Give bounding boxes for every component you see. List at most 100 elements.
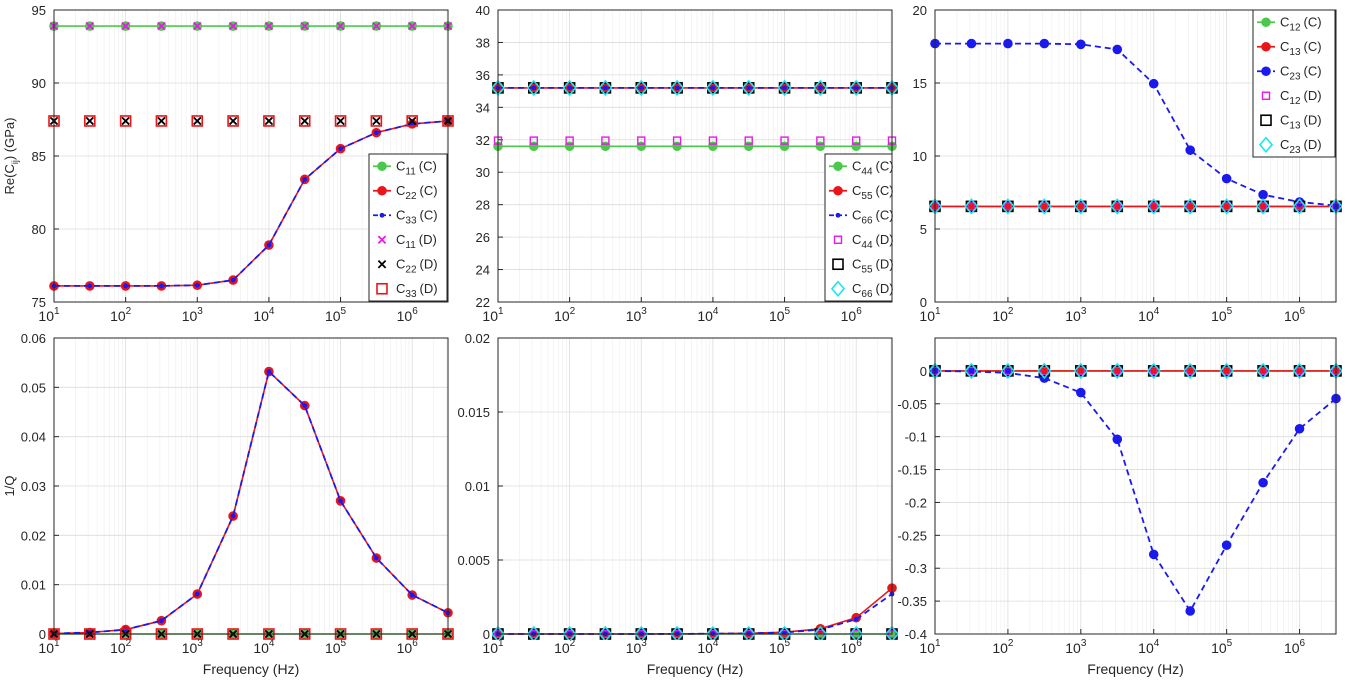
series-line [54, 120, 449, 287]
x-tick-exponent: 3 [641, 306, 647, 317]
diamond-marker [598, 79, 613, 97]
x-tick-label: 104 [697, 306, 719, 324]
x-tick-exponent: 2 [126, 306, 132, 317]
y-tick-label: 34 [476, 100, 490, 115]
dot-marker [853, 616, 859, 622]
diamond-marker [1183, 198, 1198, 215]
x-tick-label: 103 [1065, 306, 1087, 324]
x-marker [193, 116, 202, 126]
series-2 [493, 83, 897, 93]
legend-label-subscript: 33 [405, 215, 417, 226]
small-square-marker [1003, 366, 1013, 376]
y-tick-label: -0.25 [897, 528, 927, 543]
y-tick-label: 28 [476, 198, 490, 213]
legend-label-subscript: 13 [1289, 47, 1301, 58]
diamond-marker [670, 79, 685, 97]
y-tick-label: 32 [476, 133, 490, 148]
x-tick-exponent: 6 [1300, 638, 1306, 649]
x-marker [336, 21, 345, 31]
circle-marker [377, 185, 387, 196]
small-square-marker [1258, 366, 1268, 376]
x-tick-label: 102 [992, 306, 1014, 324]
y-tick-label: 0 [39, 627, 46, 642]
legend-label-subscript: 22 [405, 264, 417, 275]
small-square-marker [1040, 366, 1049, 376]
dot-marker [159, 618, 164, 624]
y-axis-label-subscript: ij [10, 160, 20, 164]
diamond-marker [526, 625, 541, 640]
diamond-marker [964, 362, 979, 380]
x-tick-label: 106 [841, 638, 863, 656]
y-tick-label: 20 [913, 3, 927, 18]
diamond-marker [830, 280, 846, 297]
dot-marker [782, 85, 787, 91]
dot-marker [123, 283, 129, 289]
y-tick-label: -0.05 [897, 397, 927, 412]
dot-marker [567, 85, 573, 91]
data-layer [48, 21, 454, 291]
panel-5: 101 102 103 104 105 10600.0050.010.0150.02Fre… [457, 331, 898, 677]
y-tick-label: 0.06 [21, 331, 46, 346]
x-tick-exponent: 4 [269, 638, 275, 649]
square-marker [191, 115, 204, 127]
dot-marker [710, 85, 716, 91]
square-marker [1260, 114, 1272, 127]
x-tick-label: 102 [992, 638, 1014, 656]
series-6 [492, 625, 898, 640]
circle-marker [966, 38, 977, 49]
circle-marker [1003, 38, 1013, 49]
small-square-marker [529, 136, 538, 145]
x-axis-label: Frequency (Hz) [203, 661, 299, 677]
x-marker [264, 116, 274, 126]
diamond-marker [1000, 362, 1015, 380]
x-tick-exponent: 2 [570, 638, 576, 649]
legend-label-suffix: (D) [876, 256, 894, 271]
dot-marker [87, 283, 93, 289]
x-tick-exponent: 4 [713, 306, 719, 317]
series-5 [49, 116, 453, 126]
legend-label-suffix: (C) [1304, 14, 1322, 29]
legend-label-subscript: 23 [1289, 145, 1301, 156]
dot-marker [194, 591, 200, 597]
y-tick-label: 26 [476, 230, 490, 245]
square-marker [227, 115, 239, 127]
dot-marker [746, 631, 752, 636]
y-tick-label: 36 [476, 68, 490, 83]
x-tick-exponent: 1 [498, 306, 504, 317]
square-marker [155, 115, 168, 127]
y-tick-label: -0.3 [905, 561, 927, 576]
x-tick-exponent: 3 [1081, 638, 1087, 649]
y-tick-label: -0.15 [897, 463, 927, 478]
diamond-marker [1037, 362, 1052, 380]
dot-marker [266, 369, 272, 374]
x-marker [193, 21, 202, 31]
x-tick-exponent: 5 [341, 638, 347, 649]
square-marker [376, 282, 388, 295]
x-tick-exponent: 4 [269, 306, 275, 317]
x-tick-exponent: 3 [197, 638, 203, 649]
series-line [934, 370, 1337, 613]
dot-marker [746, 85, 752, 91]
y-tick-label: 0.01 [21, 578, 46, 593]
series-line [53, 369, 449, 635]
circle-marker [1294, 423, 1305, 434]
dot-marker [603, 85, 608, 91]
x-tick-label: 106 [1284, 638, 1306, 656]
dot-marker [373, 130, 379, 136]
x-marker [336, 116, 345, 126]
circle-marker [377, 161, 387, 172]
x-tick-exponent: 5 [341, 306, 347, 317]
x-marker [372, 116, 381, 126]
x-tick-label: 105 [325, 638, 347, 656]
y-tick-label: 30 [476, 165, 490, 180]
circle-marker [1148, 549, 1159, 560]
x-marker [407, 116, 417, 126]
data-layer [492, 79, 898, 152]
x-tick-label: 105 [325, 306, 347, 324]
small-square-marker [601, 136, 610, 145]
diamond-marker [1037, 198, 1052, 215]
x-tick-exponent: 6 [856, 306, 862, 317]
legend-box [824, 153, 893, 302]
